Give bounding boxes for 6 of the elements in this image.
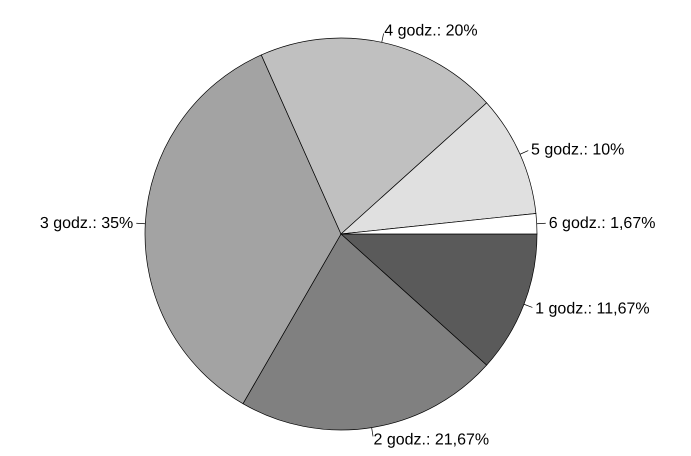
slice-label: 6 godz.: 1,67% <box>548 215 656 232</box>
slice-label: 2 godz.: 21,67% <box>374 431 490 448</box>
slice-label: 3 godz.: 35% <box>40 215 134 232</box>
slice-label: 4 godz.: 20% <box>384 22 478 40</box>
slice-label: 5 godz.: 10% <box>531 141 624 158</box>
slice-label: 1 godz.: 11,67% <box>535 300 650 318</box>
